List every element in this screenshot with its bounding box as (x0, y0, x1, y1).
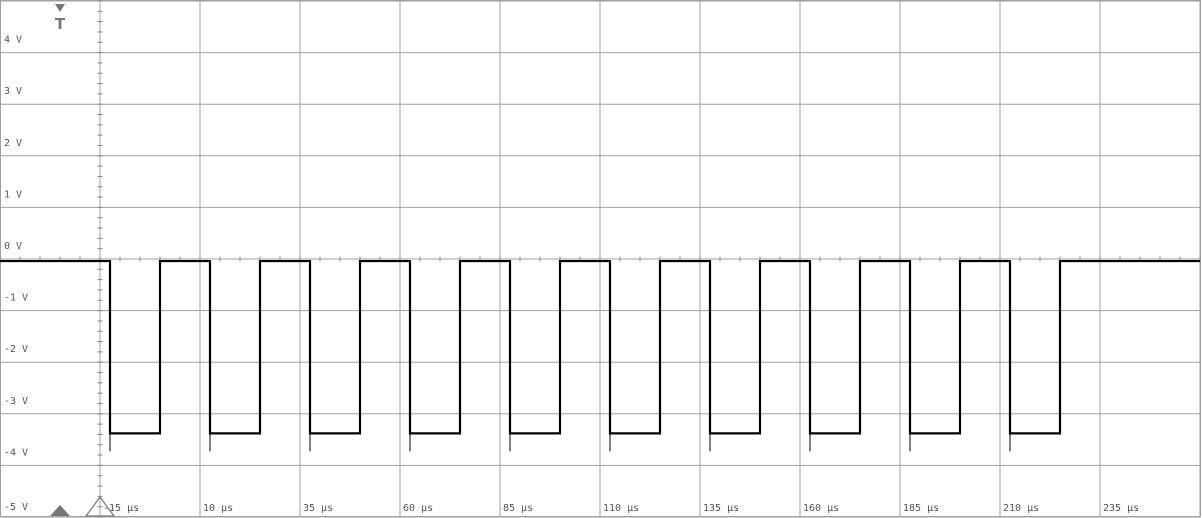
y-tick-label: -5 V (4, 502, 28, 513)
reference-triangle-icon[interactable] (84, 495, 116, 517)
x-tick-label: 210 µs (1003, 503, 1039, 514)
y-tick-label: 4 V (4, 35, 22, 46)
y-tick-label: 1 V (4, 189, 22, 200)
x-tick-label: -15 µs (103, 503, 139, 514)
trigger-label: T (55, 15, 66, 33)
trigger-position-icon[interactable] (50, 505, 70, 516)
x-tick-label: 60 µs (403, 503, 433, 514)
y-tick-label: -3 V (4, 396, 28, 407)
signal-trace (0, 259, 1200, 452)
x-tick-label: 160 µs (803, 503, 839, 514)
y-tick-label: 2 V (4, 138, 22, 149)
x-tick-label: 235 µs (1103, 503, 1139, 514)
x-tick-label: 110 µs (603, 503, 639, 514)
trigger-marker-icon[interactable] (55, 4, 65, 12)
x-tick-label: 185 µs (903, 503, 939, 514)
y-tick-labels: 4 V 3 V 2 V 1 V 0 V -1 V -2 V -3 V -4 V -5 V (4, 35, 28, 513)
y-tick-label: 3 V (4, 86, 22, 97)
x-tick-label: 135 µs (703, 503, 739, 514)
markers: T (50, 4, 116, 517)
y-tick-label: 0 V (4, 241, 22, 252)
x-tick-label: 35 µs (303, 503, 333, 514)
y-tick-label: -1 V (4, 293, 28, 304)
y-tick-label: -4 V (4, 447, 28, 458)
x-tick-labels: -15 µs 10 µs 35 µs 60 µs 85 µs 110 µs 135 µs 16… (103, 503, 1139, 514)
y-tick-label: -2 V (4, 344, 28, 355)
series-line (0, 259, 1200, 435)
x-tick-label: 85 µs (503, 503, 533, 514)
x-tick-label: 10 µs (203, 503, 233, 514)
